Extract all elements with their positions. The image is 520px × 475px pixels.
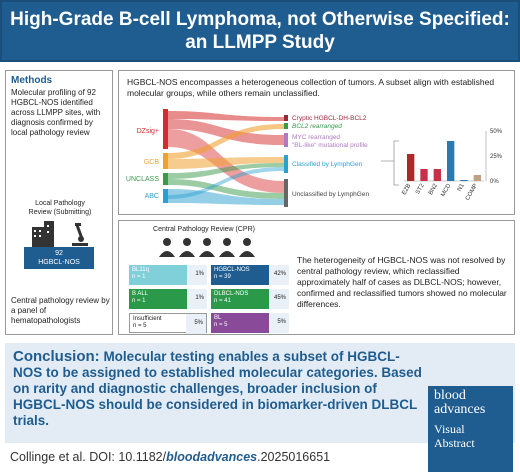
- page-title: High-Grade B-cell Lymphoma, not Otherwis…: [10, 8, 510, 54]
- ytick-label: 25%: [490, 154, 503, 160]
- node-bcl2: [284, 123, 288, 129]
- tick-ezb: EZB: [401, 183, 412, 196]
- lpr-label-line2: Review (Submitting): [28, 209, 92, 216]
- methods-title: Methods: [11, 75, 53, 86]
- lymphgen-bar-chart: EZB ST2 BN2 MCD N1 COMP 0% 25% 50%: [401, 129, 502, 202]
- lpr-count: 92: [55, 250, 63, 257]
- tick-bn2: BN2: [428, 182, 439, 196]
- blood-advances-logo: blood advances Visual Abstract: [428, 386, 513, 472]
- title-line-2: an LLMPP Study: [185, 32, 335, 53]
- cpr-cell-insufficient: Insufficient n = 5 5%: [129, 313, 207, 334]
- node-myc: [284, 133, 288, 147]
- pathologists-icon: [159, 238, 255, 257]
- cpr-panel-text: The heterogeneity of HGBCL-NOS was not r…: [297, 255, 507, 309]
- flow-gcb-bcl2: [168, 124, 284, 159]
- bar-n1: [460, 180, 468, 181]
- cpr-cell-bl11q: BL11q n = 1 1%: [129, 265, 207, 285]
- ytick-label: 0%: [490, 179, 499, 185]
- hospital-icon: [32, 221, 54, 247]
- label-abc: ABC: [145, 193, 159, 200]
- lpr-label-line1: Local Pathology: [35, 200, 85, 207]
- tick-n1: N1: [457, 182, 466, 192]
- label-unclass: UNCLASS: [126, 176, 159, 183]
- bar-comp: [473, 175, 481, 181]
- methods-text: Molecular profiling of 92 HGBCL-NOS iden…: [11, 88, 101, 137]
- node-unclass: [163, 173, 168, 185]
- classified-bracket: [381, 140, 399, 186]
- node-classified: [284, 155, 288, 173]
- bar-mcd: [447, 141, 455, 181]
- flow-gcb-classified: [168, 157, 284, 169]
- node-cryptic: [284, 115, 288, 121]
- tick-mcd: MCD: [440, 182, 452, 197]
- label-bcl2: BCL2 rearranged: [292, 123, 342, 130]
- logo-line2: advances: [434, 402, 486, 417]
- bar-st2: [420, 169, 428, 181]
- logo-line3: Visual: [434, 422, 465, 436]
- cpr-cell-dlbcl: DLBCL-NOS n = 41 45%: [211, 289, 289, 309]
- flow-unclass-classified: [168, 163, 284, 179]
- flow-abc-classified: [168, 167, 284, 199]
- node-dzsig: [163, 109, 168, 149]
- logo-line4: Abstract: [434, 436, 475, 450]
- node-unclassified: [284, 179, 288, 207]
- tick-comp: COMP: [465, 183, 479, 202]
- flow-dzsig-cryptic: [168, 111, 284, 121]
- cpr-side-text: Central pathology review by a panel of h…: [11, 296, 110, 325]
- ytick-label: 50%: [490, 129, 503, 135]
- title-line-1: High-Grade B-cell Lymphoma, not Otherwis…: [10, 9, 510, 30]
- cpr-grid: BL11q n = 1 1% HGBCL-NOS n = 39 42% B ALL n…: [129, 265, 289, 337]
- hospital-lab-icons: [32, 221, 88, 247]
- cpr-panel: Central Pathology Review (CPR) BL11q n = …: [118, 220, 515, 335]
- molecular-panel-text: HGBCL-NOS encompasses a heterogeneous co…: [127, 77, 495, 98]
- node-gcb: [163, 153, 168, 169]
- label-myc: MYC rearranged: [292, 134, 340, 141]
- logo-line1: blood: [434, 388, 466, 403]
- bar-bn2: [433, 169, 441, 181]
- label-bl-like: "BL-like" mutational profile: [292, 142, 368, 149]
- lpr-count-box: 92 HGBCL-NOS: [24, 247, 94, 269]
- tick-st2: ST2: [415, 182, 426, 195]
- label-cryptic: Cryptic HGBCL-DH-BCL2: [292, 115, 367, 122]
- sankey-diagram: DZsig+ GCB UNCLASS ABC Cryptic HGBCL-DH-…: [126, 109, 503, 207]
- label-unclassified: Unclassified by LymphGen: [292, 191, 369, 198]
- citation: Collinge et al. DOI: 10.1182/bloodadvanc…: [10, 450, 330, 464]
- flow-dzsig-myc: [168, 119, 284, 145]
- label-gcb: GCB: [144, 159, 160, 166]
- node-abc: [163, 189, 168, 203]
- citation-suffix: .2025016651: [257, 450, 331, 464]
- cpr-cell-ball: B ALL n = 1 1%: [129, 289, 207, 309]
- cpr-cell-hgbcl: HGBCL-NOS n = 39 42%: [211, 265, 289, 285]
- molecular-panel: HGBCL-NOS encompasses a heterogeneous co…: [118, 70, 515, 215]
- cpr-cell-bl: BL n = 5 5%: [211, 313, 289, 333]
- header-banner: High-Grade B-cell Lymphoma, not Otherwis…: [0, 0, 520, 62]
- label-classified: Classified by LymphGen: [292, 161, 363, 168]
- conclusion-lead: Conclusion:: [13, 348, 100, 365]
- bar-ezb: [407, 154, 415, 181]
- flow-abc-unclassified: [168, 189, 284, 205]
- cpr-title: Central Pathology Review (CPR): [153, 226, 255, 233]
- conclusion-body: Molecular testing enables a subset of HG…: [13, 349, 422, 428]
- methods-panel: Methods Molecular profiling of 92 HGBCL-…: [5, 70, 113, 335]
- label-dzsig: DZsig+: [137, 128, 159, 135]
- conclusion-text: Conclusion: Molecular testing enables a …: [13, 349, 423, 429]
- flow-unclass-unclassified: [168, 179, 284, 199]
- citation-authors: Collinge et al. DOI: 10.1182/: [10, 450, 167, 464]
- microscope-icon: [72, 223, 88, 246]
- lpr-name: HGBCL-NOS: [38, 259, 80, 266]
- local-pathology-label: Local Pathology Review (Submitting): [6, 199, 114, 217]
- citation-journal: bloodadvances: [166, 450, 258, 464]
